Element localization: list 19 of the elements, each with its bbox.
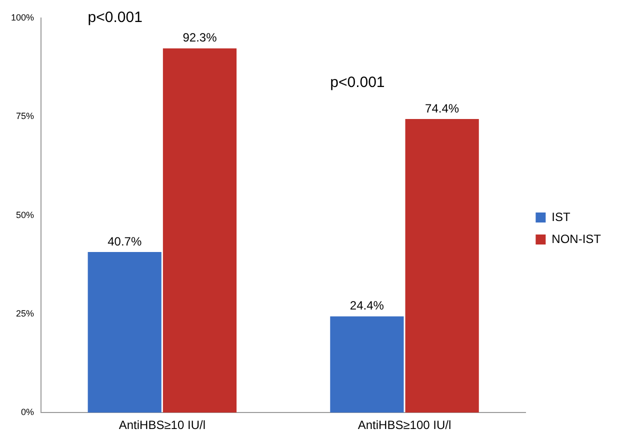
data-label: 24.4% bbox=[350, 298, 384, 313]
y-tick-label: 75% bbox=[16, 111, 34, 122]
data-label: 92.3% bbox=[182, 30, 218, 45]
y-tick-label: 25% bbox=[16, 308, 34, 318]
data-label: 74.4% bbox=[425, 101, 460, 116]
y-tick-label: 0% bbox=[21, 407, 34, 418]
bar bbox=[405, 119, 479, 413]
legend-label: IST bbox=[552, 210, 572, 224]
data-label: 40.7% bbox=[108, 234, 142, 248]
x-tick-label: AntiHBS≥10 IU/l bbox=[118, 418, 206, 432]
y-tick-label: 50% bbox=[16, 210, 34, 220]
annotation: p<0.001 bbox=[330, 74, 385, 92]
legend-label: NON-IST bbox=[552, 232, 602, 246]
x-tick-label: AntiHBS≥100 IU/l bbox=[358, 418, 452, 432]
y-tick-label: 100% bbox=[10, 12, 34, 22]
bar bbox=[330, 316, 404, 413]
annotation: p<0.001 bbox=[88, 9, 142, 26]
bar bbox=[162, 48, 237, 413]
bar bbox=[88, 252, 162, 413]
